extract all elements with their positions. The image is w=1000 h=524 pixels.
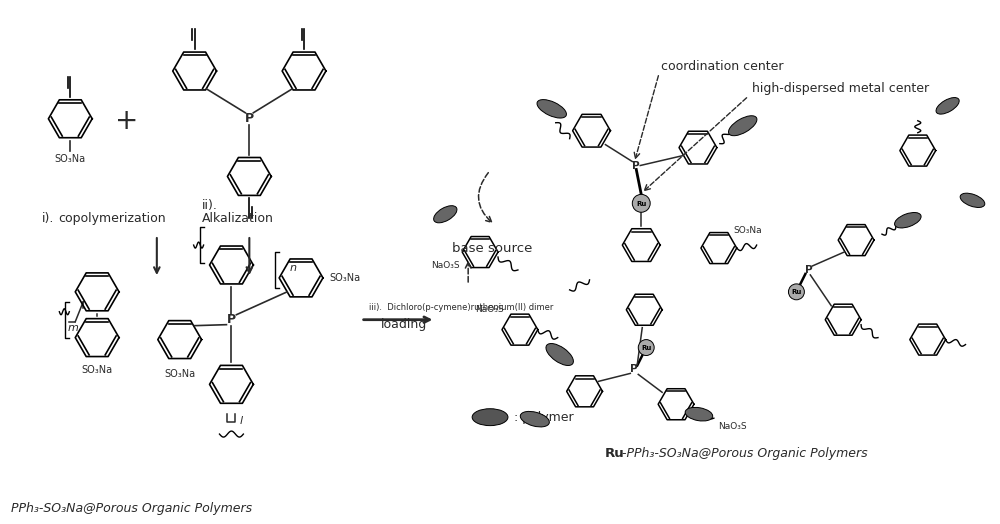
Text: P: P [632,160,640,170]
Text: NaO₃S: NaO₃S [475,305,504,314]
Text: l: l [239,416,243,426]
Text: P: P [805,265,812,275]
Text: SO₃Na: SO₃Na [329,273,360,283]
Ellipse shape [960,193,985,208]
Ellipse shape [936,97,959,114]
Ellipse shape [546,344,573,366]
Text: coordination center: coordination center [661,60,784,72]
Text: Ru: Ru [604,447,624,461]
Text: Ru: Ru [641,345,651,351]
Text: NaO₃S: NaO₃S [432,261,460,270]
Text: NaO₃S: NaO₃S [718,422,746,431]
Text: Ru: Ru [636,201,646,207]
Text: P: P [245,112,254,125]
Text: i).: i). [42,212,54,225]
Text: : polymer: : polymer [514,411,574,424]
Circle shape [788,284,804,300]
Text: ii).: ii). [202,199,217,212]
Text: SO₃Na: SO₃Na [734,226,762,235]
Circle shape [638,340,654,355]
Text: Alkalization: Alkalization [202,212,273,225]
Ellipse shape [728,116,757,136]
Circle shape [632,194,650,212]
Text: P: P [227,313,236,326]
Text: m: m [68,323,79,333]
Text: PPh₃-SO₃Na@Porous Organic Polymers: PPh₃-SO₃Na@Porous Organic Polymers [11,502,252,515]
Text: iii).  Dichloro(p-cymene)ruthenium(II) dimer: iii). Dichloro(p-cymene)ruthenium(II) di… [369,303,553,312]
Text: -PPh₃-SO₃Na@Porous Organic Polymers: -PPh₃-SO₃Na@Porous Organic Polymers [622,447,868,461]
Text: high-dispersed metal center: high-dispersed metal center [752,82,929,95]
Ellipse shape [895,213,921,228]
Text: loading: loading [381,318,427,331]
Text: SO₃Na: SO₃Na [55,154,86,163]
Text: P: P [630,364,638,375]
Ellipse shape [685,407,713,421]
Text: SO₃Na: SO₃Na [82,365,113,376]
Text: copolymerization: copolymerization [58,212,166,225]
Text: n: n [289,263,296,273]
Ellipse shape [472,409,508,425]
Text: +: + [115,107,139,135]
Ellipse shape [520,411,549,427]
Text: base source: base source [452,242,533,255]
Text: Ru: Ru [791,289,802,296]
Ellipse shape [537,100,566,118]
Ellipse shape [434,206,457,223]
Text: SO₃Na: SO₃Na [164,369,195,379]
